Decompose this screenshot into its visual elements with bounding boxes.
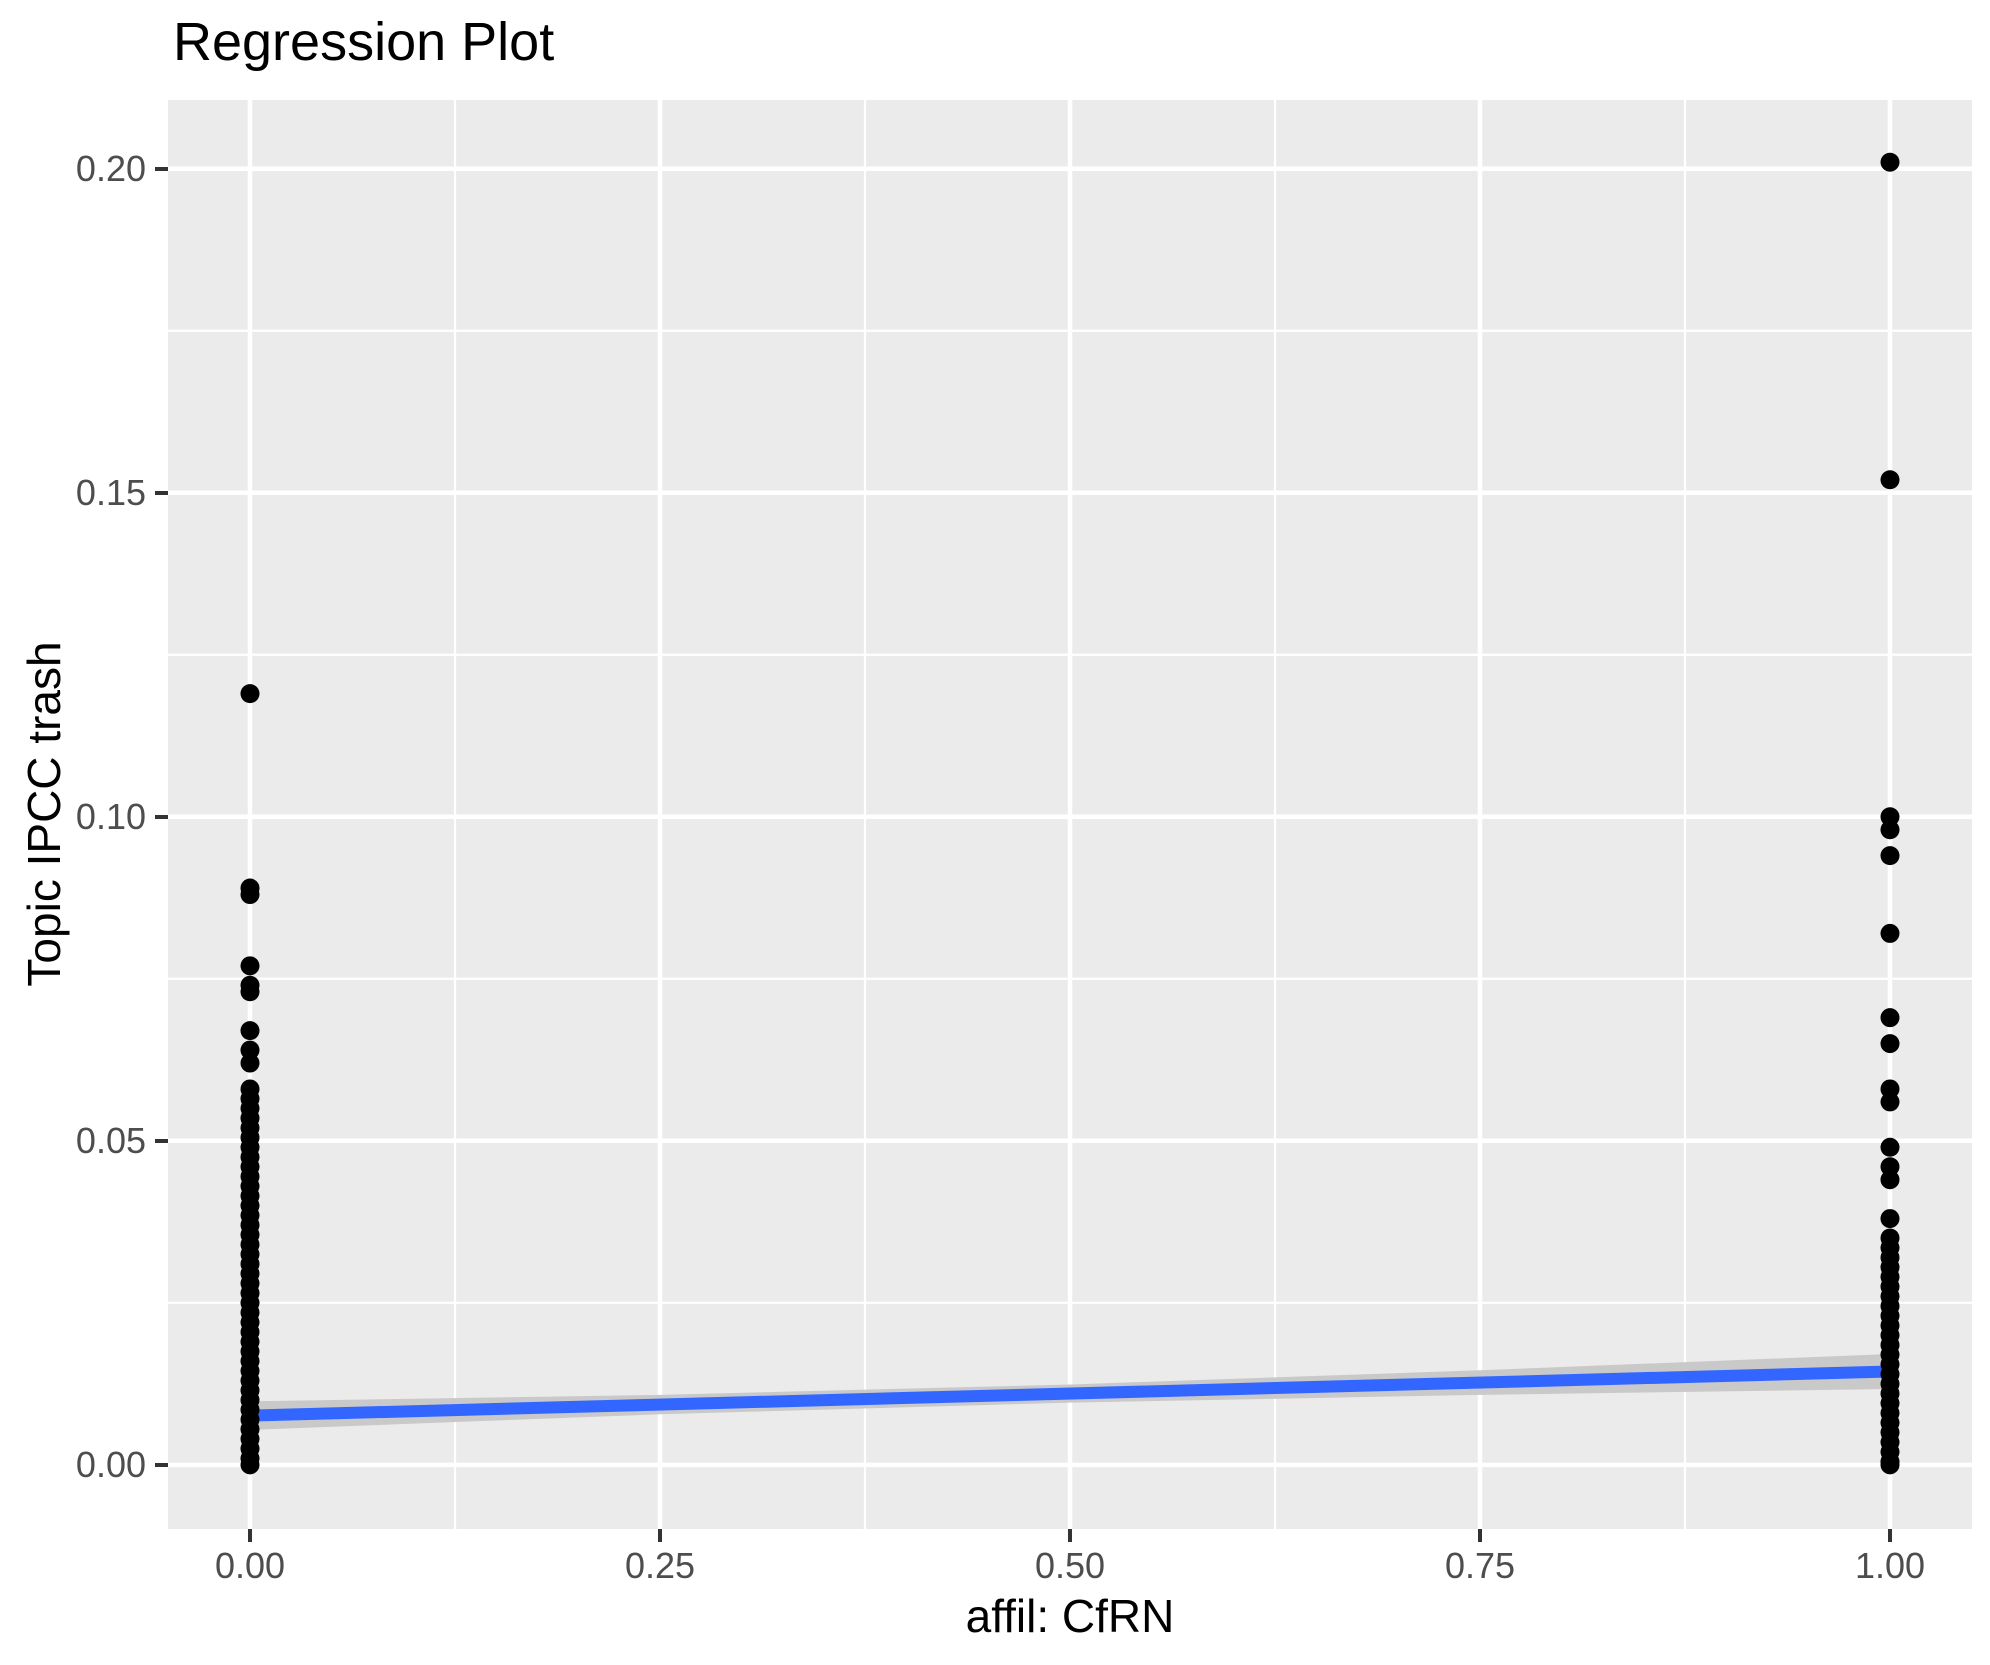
x-tick-mark — [1478, 1529, 1482, 1542]
y-tick-mark — [155, 814, 168, 819]
y-tick-label: 0.10 — [75, 795, 146, 837]
data-point — [240, 885, 260, 905]
y-tick-mark — [155, 490, 168, 495]
x-tick-label: 0.75 — [1444, 1545, 1516, 1586]
data-point — [1880, 1137, 1900, 1157]
data-point — [1880, 1455, 1900, 1475]
x-tick-mark — [1888, 1529, 1892, 1542]
data-point — [1880, 1092, 1900, 1112]
y-tick-mark — [155, 1138, 168, 1143]
x-axis-title: affil: CfRN — [965, 1590, 1175, 1642]
y-tick-label: 0.20 — [75, 147, 146, 189]
data-point — [240, 1455, 260, 1475]
data-point — [240, 684, 260, 704]
data-point — [1880, 1170, 1900, 1190]
data-point — [240, 956, 260, 976]
data-point — [1880, 1034, 1900, 1054]
regression-line — [249, 1365, 1891, 1422]
data-point — [240, 982, 260, 1002]
y-tick-label: 0.05 — [75, 1119, 146, 1161]
plot-title: Regression Plot — [173, 12, 555, 72]
y-tick-label: 0.00 — [75, 1443, 146, 1485]
y-tick-mark — [155, 166, 168, 171]
data-point — [1880, 1008, 1900, 1028]
y-tick-label: 0.15 — [75, 471, 146, 513]
data-point — [1880, 923, 1900, 943]
x-tick-label: 1.00 — [1854, 1545, 1926, 1586]
data-point — [1880, 470, 1900, 490]
x-tick-mark — [1068, 1529, 1072, 1542]
x-tick-mark — [248, 1529, 252, 1542]
x-tick-label: 0.25 — [624, 1545, 696, 1586]
x-tick-mark — [658, 1529, 662, 1542]
x-tick-label: 0.50 — [1034, 1545, 1106, 1586]
x-tick-label: 0.00 — [214, 1545, 286, 1586]
plot-panel — [168, 100, 1972, 1529]
data-point — [240, 1021, 260, 1041]
data-point — [1880, 152, 1900, 172]
y-tick-mark — [155, 1462, 168, 1467]
data-point — [1880, 1209, 1900, 1229]
data-point — [1880, 846, 1900, 866]
data-point — [240, 1053, 260, 1073]
data-point — [1880, 820, 1900, 840]
